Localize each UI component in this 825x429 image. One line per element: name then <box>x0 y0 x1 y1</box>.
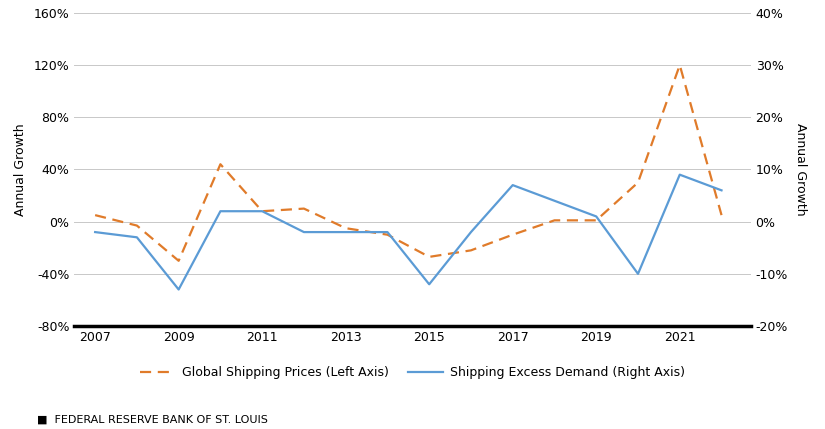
Global Shipping Prices (Left Axis) <box>174 258 184 263</box>
Global Shipping Prices (Left Axis) <box>633 180 643 185</box>
Global Shipping Prices (Left Axis) <box>717 212 727 218</box>
Global Shipping Prices (Left Axis) <box>257 208 267 214</box>
Global Shipping Prices (Left Axis) <box>507 232 517 237</box>
Shipping Excess Demand (Right Axis) <box>675 172 685 177</box>
Y-axis label: Annual Growth: Annual Growth <box>14 123 26 216</box>
Shipping Excess Demand (Right Axis) <box>299 230 309 235</box>
Global Shipping Prices (Left Axis) <box>383 232 393 237</box>
Global Shipping Prices (Left Axis) <box>299 206 309 211</box>
Global Shipping Prices (Left Axis) <box>466 248 476 253</box>
Global Shipping Prices (Left Axis) <box>675 63 685 68</box>
Global Shipping Prices (Left Axis) <box>341 226 351 231</box>
Shipping Excess Demand (Right Axis) <box>717 188 727 193</box>
Legend: Global Shipping Prices (Left Axis), Shipping Excess Demand (Right Axis): Global Shipping Prices (Left Axis), Ship… <box>134 361 691 384</box>
Shipping Excess Demand (Right Axis) <box>633 271 643 276</box>
Shipping Excess Demand (Right Axis) <box>215 208 225 214</box>
Global Shipping Prices (Left Axis) <box>549 218 559 223</box>
Shipping Excess Demand (Right Axis) <box>257 208 267 214</box>
Shipping Excess Demand (Right Axis) <box>341 230 351 235</box>
Shipping Excess Demand (Right Axis) <box>90 230 100 235</box>
Shipping Excess Demand (Right Axis) <box>424 282 434 287</box>
Shipping Excess Demand (Right Axis) <box>174 287 184 292</box>
Text: ■  FEDERAL RESERVE BANK OF ST. LOUIS: ■ FEDERAL RESERVE BANK OF ST. LOUIS <box>37 415 268 425</box>
Global Shipping Prices (Left Axis) <box>215 162 225 167</box>
Shipping Excess Demand (Right Axis) <box>592 214 601 219</box>
Shipping Excess Demand (Right Axis) <box>549 198 559 203</box>
Global Shipping Prices (Left Axis) <box>132 223 142 228</box>
Shipping Excess Demand (Right Axis) <box>466 230 476 235</box>
Global Shipping Prices (Left Axis) <box>424 254 434 260</box>
Line: Global Shipping Prices (Left Axis): Global Shipping Prices (Left Axis) <box>95 65 722 261</box>
Shipping Excess Demand (Right Axis) <box>383 230 393 235</box>
Shipping Excess Demand (Right Axis) <box>132 235 142 240</box>
Shipping Excess Demand (Right Axis) <box>507 183 517 188</box>
Y-axis label: Annual Growth: Annual Growth <box>794 123 808 216</box>
Line: Shipping Excess Demand (Right Axis): Shipping Excess Demand (Right Axis) <box>95 175 722 290</box>
Global Shipping Prices (Left Axis) <box>592 218 601 223</box>
Global Shipping Prices (Left Axis) <box>90 212 100 218</box>
